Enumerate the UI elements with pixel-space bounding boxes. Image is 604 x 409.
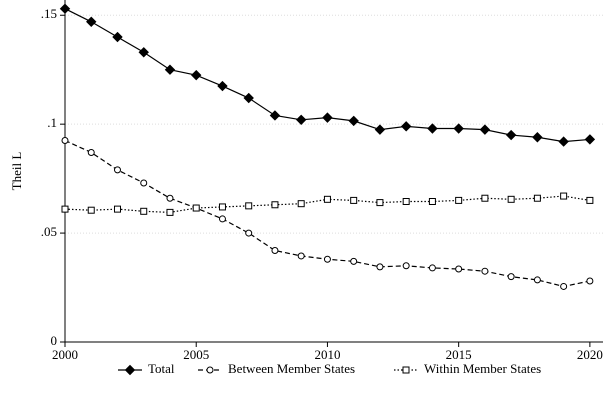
legend-label: Total bbox=[148, 361, 175, 376]
y-tick-label: .15 bbox=[41, 6, 57, 21]
y-tick-label: 0 bbox=[51, 333, 58, 348]
marker bbox=[481, 267, 489, 275]
marker bbox=[453, 123, 464, 134]
marker bbox=[402, 262, 410, 270]
legend-label: Between Member States bbox=[228, 361, 355, 376]
marker bbox=[217, 80, 228, 92]
marker bbox=[218, 203, 226, 211]
marker bbox=[86, 16, 97, 27]
marker bbox=[505, 129, 517, 141]
marker bbox=[560, 192, 568, 200]
marker bbox=[428, 264, 436, 272]
marker bbox=[297, 252, 305, 260]
marker bbox=[140, 179, 148, 187]
marker bbox=[481, 194, 489, 202]
marker bbox=[269, 110, 281, 121]
marker bbox=[584, 134, 596, 145]
marker bbox=[59, 3, 71, 14]
marker bbox=[455, 196, 463, 204]
marker bbox=[113, 205, 121, 213]
x-tick-label: 2015 bbox=[446, 347, 472, 362]
marker bbox=[507, 195, 515, 203]
marker bbox=[191, 69, 202, 81]
marker bbox=[297, 200, 305, 208]
marker bbox=[61, 205, 69, 213]
marker bbox=[166, 208, 174, 216]
marker bbox=[295, 114, 307, 126]
x-tick-label: 2010 bbox=[314, 347, 340, 362]
marker bbox=[323, 255, 331, 263]
marker bbox=[87, 206, 95, 214]
marker bbox=[140, 207, 148, 215]
marker bbox=[112, 31, 123, 43]
marker bbox=[374, 124, 386, 135]
marker bbox=[243, 92, 254, 104]
y-tick-label: .05 bbox=[41, 224, 57, 239]
marker bbox=[323, 195, 331, 203]
marker bbox=[271, 201, 279, 209]
marker bbox=[479, 124, 491, 135]
marker bbox=[376, 263, 384, 271]
marker bbox=[166, 194, 174, 202]
marker bbox=[61, 137, 69, 145]
marker bbox=[558, 136, 569, 147]
marker bbox=[533, 276, 541, 284]
marker bbox=[400, 121, 412, 132]
marker bbox=[192, 204, 200, 212]
marker bbox=[428, 197, 436, 205]
marker bbox=[138, 47, 149, 58]
legend-marker bbox=[402, 366, 410, 374]
x-tick-label: 2020 bbox=[577, 347, 603, 362]
marker bbox=[350, 257, 358, 265]
marker bbox=[402, 197, 410, 205]
marker bbox=[586, 196, 594, 204]
marker bbox=[376, 199, 384, 207]
legend-label: Within Member States bbox=[424, 361, 541, 376]
y-axis-label: Theil L bbox=[9, 152, 24, 191]
marker bbox=[271, 247, 279, 255]
x-tick-label: 2000 bbox=[52, 347, 78, 362]
x-tick-label: 2005 bbox=[183, 347, 209, 362]
marker bbox=[87, 148, 95, 156]
marker bbox=[533, 194, 541, 202]
marker bbox=[455, 265, 463, 273]
marker bbox=[245, 202, 253, 210]
marker bbox=[322, 112, 333, 123]
legend-marker bbox=[124, 364, 136, 376]
marker bbox=[350, 196, 358, 204]
marker bbox=[113, 166, 121, 174]
marker bbox=[348, 115, 359, 127]
y-tick-label: .1 bbox=[47, 115, 57, 130]
marker bbox=[507, 273, 515, 281]
marker bbox=[532, 132, 543, 143]
marker bbox=[560, 282, 568, 290]
marker bbox=[245, 229, 253, 237]
marker bbox=[218, 215, 226, 223]
marker bbox=[427, 123, 438, 134]
legend-marker bbox=[206, 366, 214, 374]
marker bbox=[164, 64, 176, 75]
marker bbox=[586, 277, 594, 285]
